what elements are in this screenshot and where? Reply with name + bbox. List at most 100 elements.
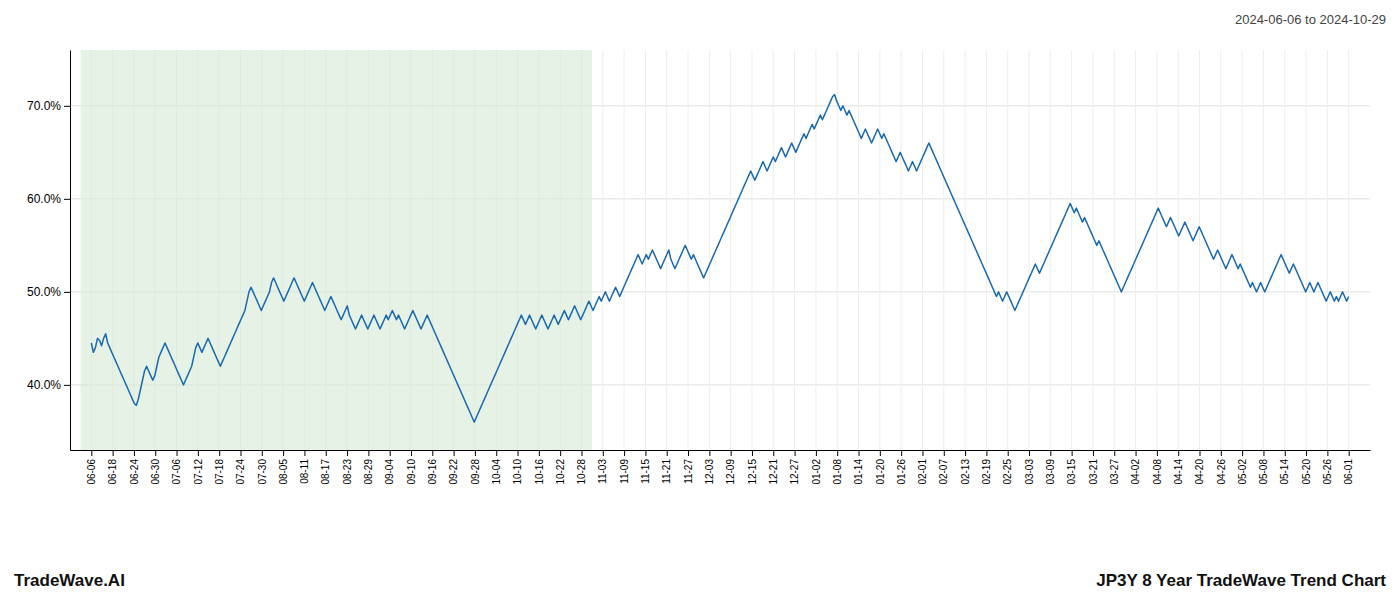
x-tick-label: 10-28 — [576, 459, 587, 485]
x-tick: 01-08 — [832, 450, 843, 485]
y-tick-label: 40.0% — [27, 378, 61, 392]
x-grid-line — [709, 50, 710, 450]
x-tick: 06-18 — [107, 450, 118, 485]
x-tick: 06-01 — [1343, 450, 1354, 485]
chart-container: 06-0606-1806-2406-3007-0607-1207-1807-24… — [0, 0, 1400, 600]
x-tick-label: 12-09 — [725, 459, 736, 485]
x-tick-mark — [1072, 450, 1073, 456]
x-tick: 03-21 — [1088, 450, 1099, 485]
x-tick-mark — [240, 450, 241, 456]
x-tick: 04-02 — [1130, 450, 1141, 485]
x-grid-line — [1199, 50, 1200, 450]
x-grid-line — [1327, 50, 1328, 450]
x-tick-mark — [1050, 450, 1051, 456]
y-tick-mark — [64, 199, 70, 200]
x-tick: 01-26 — [896, 450, 907, 485]
x-tick: 04-14 — [1173, 450, 1184, 485]
y-axis-line — [70, 51, 71, 451]
x-tick-mark — [603, 450, 604, 456]
x-tick-mark — [986, 450, 987, 456]
x-tick-mark — [709, 450, 710, 456]
chart-svg: 06-0606-1806-2406-3007-0607-1207-1807-24… — [0, 0, 1400, 600]
x-tick-mark — [1114, 450, 1115, 456]
x-tick-label: 03-15 — [1066, 459, 1077, 485]
x-grid-line — [1178, 50, 1179, 450]
x-grid-line — [1306, 50, 1307, 450]
x-tick: 02-01 — [917, 450, 928, 485]
x-tick-label: 06-18 — [107, 459, 118, 485]
x-tick-mark — [645, 450, 646, 456]
plot-area — [81, 50, 1349, 450]
x-grid-line — [794, 50, 795, 450]
x-tick: 08-05 — [278, 450, 289, 485]
x-tick-label: 02-25 — [1002, 459, 1013, 485]
x-tick-label: 09-22 — [448, 459, 459, 485]
x-tick-label: 03-27 — [1109, 459, 1120, 485]
x-tick: 09-10 — [406, 450, 417, 485]
x-tick-mark — [1263, 450, 1264, 456]
x-grid-line — [1071, 50, 1072, 450]
x-tick-label: 02-13 — [960, 459, 971, 485]
x-tick-label: 05-14 — [1279, 459, 1290, 485]
x-grid-line — [645, 50, 646, 450]
x-tick-label: 08-23 — [342, 459, 353, 485]
x-tick-label: 06-30 — [150, 459, 161, 485]
x-tick: 05-20 — [1301, 450, 1312, 485]
x-tick-mark — [859, 450, 860, 456]
x-tick: 07-06 — [171, 450, 182, 485]
x-tick: 10-16 — [534, 450, 545, 485]
x-tick-mark — [901, 450, 902, 456]
x-tick: 12-15 — [747, 450, 758, 485]
x-tick-label: 07-06 — [171, 459, 182, 485]
x-tick-label: 11-03 — [597, 459, 608, 484]
x-grid-line — [858, 50, 859, 450]
x-tick-label: 06-01 — [1343, 459, 1354, 485]
x-grid-line — [837, 50, 838, 450]
x-tick-label: 01-14 — [853, 459, 864, 485]
x-tick-label: 02-07 — [938, 459, 949, 485]
x-tick-mark — [539, 450, 540, 456]
x-grid-line — [1156, 50, 1157, 450]
x-tick: 03-15 — [1066, 450, 1077, 485]
x-tick-mark — [347, 450, 348, 456]
x-tick-label: 04-20 — [1194, 459, 1205, 485]
x-tick-label: 01-08 — [832, 459, 843, 485]
y-axis: 40.0%50.0%60.0%70.0% — [27, 51, 71, 451]
x-tick-mark — [773, 450, 774, 456]
x-tick-label: 10-10 — [512, 459, 523, 485]
x-tick: 10-28 — [576, 450, 587, 485]
x-tick-label: 01-02 — [811, 459, 822, 485]
x-tick: 07-12 — [193, 450, 204, 485]
x-tick-mark — [752, 450, 753, 456]
x-tick: 12-03 — [704, 450, 715, 485]
x-tick: 02-07 — [938, 450, 949, 485]
x-grid-line — [965, 50, 966, 450]
x-tick-mark — [1221, 450, 1222, 456]
x-tick: 05-02 — [1237, 450, 1248, 485]
x-tick-mark — [518, 450, 519, 456]
x-tick: 05-14 — [1279, 450, 1290, 485]
x-tick: 02-25 — [1002, 450, 1013, 485]
grid — [70, 50, 1370, 450]
x-tick: 09-16 — [427, 450, 438, 485]
x-grid-line — [815, 50, 816, 450]
x-tick-mark — [1093, 450, 1094, 456]
x-tick-label: 05-08 — [1258, 459, 1269, 485]
x-tick-label: 12-27 — [789, 459, 800, 485]
subtitle: 2024-06-06 to 2024-10-29 — [1235, 12, 1386, 27]
x-tick-mark — [560, 450, 561, 456]
x-grid-line — [1135, 50, 1136, 450]
x-tick-label: 02-01 — [917, 459, 928, 485]
x-grid-line — [879, 50, 880, 450]
x-tick-mark — [922, 450, 923, 456]
x-grid-line — [773, 50, 774, 450]
x-tick: 08-11 — [299, 450, 310, 484]
x-tick-label: 11-21 — [661, 459, 672, 484]
trend-line — [91, 95, 1348, 422]
x-tick-label: 12-15 — [747, 459, 758, 485]
x-tick: 10-10 — [512, 450, 523, 485]
x-tick: 05-26 — [1322, 450, 1333, 485]
x-tick: 09-04 — [384, 450, 395, 485]
x-tick-label: 05-02 — [1237, 459, 1248, 485]
x-tick-label: 07-18 — [214, 459, 225, 485]
